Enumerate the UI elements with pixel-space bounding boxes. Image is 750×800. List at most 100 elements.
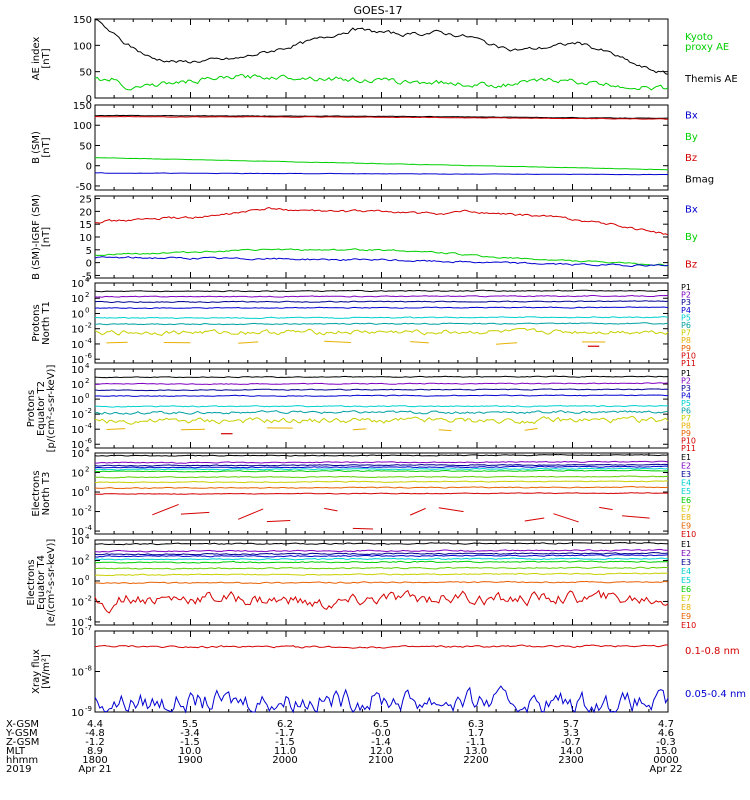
y-tick-exponent: -4 (85, 615, 93, 623)
y-tick-label: 150 (73, 101, 92, 112)
ephemeris-value: Apr 21 (78, 764, 111, 775)
legend-entry: E3 (681, 470, 691, 479)
series-E6 (94, 469, 669, 473)
legend-entry: E9 (681, 612, 691, 621)
y-tick-label: 25 (79, 195, 92, 206)
legend-entry: By (685, 232, 698, 243)
y-tick-label: 10 (71, 309, 84, 320)
series-P6 (94, 322, 669, 326)
series-E8 (94, 480, 669, 484)
series-By (94, 248, 668, 267)
series-P6 (94, 410, 669, 415)
y-tick-exponent: 4 (85, 533, 90, 541)
series-E9 (94, 485, 669, 490)
legend-entry: E7 (681, 594, 691, 603)
legend-entry: P11 (681, 359, 696, 368)
series-P9 (106, 428, 126, 430)
series-E7 (95, 475, 669, 479)
ephemeris-value: 10.0 (179, 746, 201, 757)
legend-entry: E2 (681, 549, 691, 558)
y-tick-exponent: 2 (85, 553, 89, 561)
series-E2 (94, 548, 668, 553)
y-tick-exponent: 0 (85, 485, 89, 493)
series-P1 (94, 289, 669, 293)
series-E10 low (524, 517, 545, 522)
y-axis-label: North T3 (41, 472, 52, 516)
series-E7 (94, 566, 669, 570)
legend-entry: E5 (681, 487, 691, 496)
y-axis-label: Electrons (31, 470, 42, 516)
series-E10 low (599, 506, 613, 511)
legend-entry: Bz (685, 259, 697, 270)
legend-entry: Themis AE (684, 74, 738, 85)
y-tick-exponent: -4 (85, 337, 93, 345)
legend-entry: Bmag (685, 174, 714, 185)
series-P9 (524, 428, 538, 431)
y-tick-exponent: -4 (85, 422, 93, 430)
ephemeris-value: -3.4 (180, 728, 200, 739)
y-tick-label: 10 (71, 536, 84, 547)
series-E4 (94, 465, 669, 469)
y-tick-label: 50 (79, 68, 92, 79)
legend-entry: proxy AE (685, 42, 729, 53)
y-tick-label: 10 (71, 618, 84, 629)
y-tick-exponent: 2 (85, 291, 89, 299)
legend-entry: Bx (685, 111, 698, 122)
panel-frame (94, 630, 669, 713)
legend-entry: By (685, 132, 698, 143)
y-tick-label: 100 (73, 121, 92, 132)
y-tick-label: 0 (86, 94, 92, 105)
ephemeris-value: Apr 22 (649, 764, 682, 775)
y-axis-label: [W/m²] (41, 654, 52, 689)
series-E10 low (324, 507, 338, 512)
y-tick-label: 10 (71, 577, 84, 588)
series-0.1-0.8 nm (94, 644, 669, 649)
y-axis-label: Protons (31, 304, 42, 341)
y-axis-label: Equator T4 (36, 555, 47, 610)
series-P9 (496, 342, 518, 345)
legend-entry: P1 (681, 369, 691, 378)
ephemeris-value: -1.7 (275, 728, 295, 739)
y-tick-label: 10 (71, 597, 84, 608)
legend-entry: P1 (681, 283, 691, 292)
y-axis-label: Equator T2 (36, 381, 47, 436)
y-tick-exponent: 4 (85, 446, 90, 454)
series-E10 low (409, 507, 426, 516)
legend-entry: P2 (681, 291, 691, 300)
series-P7 (94, 415, 669, 425)
series-Kyoto proxy AE (94, 73, 669, 91)
legend-entry: P2 (681, 377, 691, 386)
legend-entry: E6 (681, 585, 691, 594)
y-tick-label: 10 (71, 365, 84, 376)
ephemeris-row-label: 2019 (6, 764, 31, 775)
series-P9 (106, 341, 128, 344)
y-tick-exponent: -8 (85, 665, 92, 673)
series-E10 low (622, 515, 650, 519)
series-E10 low (438, 507, 464, 513)
legend-entry: E10 (681, 621, 696, 630)
series-0.05-0.4 nm (94, 685, 669, 714)
ephemeris-value: 4.6 (658, 728, 674, 739)
series-E10 low (352, 527, 374, 530)
y-tick-label: 10 (71, 668, 84, 679)
ephemeris-row-label: Y-GSM (5, 728, 38, 739)
legend-entry: P9 (681, 429, 691, 438)
ephemeris-value: -0.3 (656, 737, 676, 748)
ephemeris-row-label: X-GSM (6, 719, 39, 730)
series-E3 (94, 551, 669, 556)
legend-entry: E10 (681, 530, 696, 539)
ephemeris-value: -1.1 (466, 737, 486, 748)
y-tick-exponent: -6 (85, 437, 93, 445)
legend-entry: P6 (681, 407, 691, 416)
panel-frame (94, 368, 669, 449)
ephemeris-value: 4.7 (658, 719, 674, 730)
legend-entry: P7 (681, 414, 691, 423)
y-axis-label: AE index (31, 37, 42, 81)
legend-entry: P3 (681, 384, 691, 393)
series-P5 (95, 316, 669, 320)
series-E10 low (553, 513, 579, 523)
y-axis-label: North T1 (41, 301, 52, 345)
ephemeris-value: -0.7 (561, 737, 581, 748)
series-P2 (94, 294, 669, 298)
